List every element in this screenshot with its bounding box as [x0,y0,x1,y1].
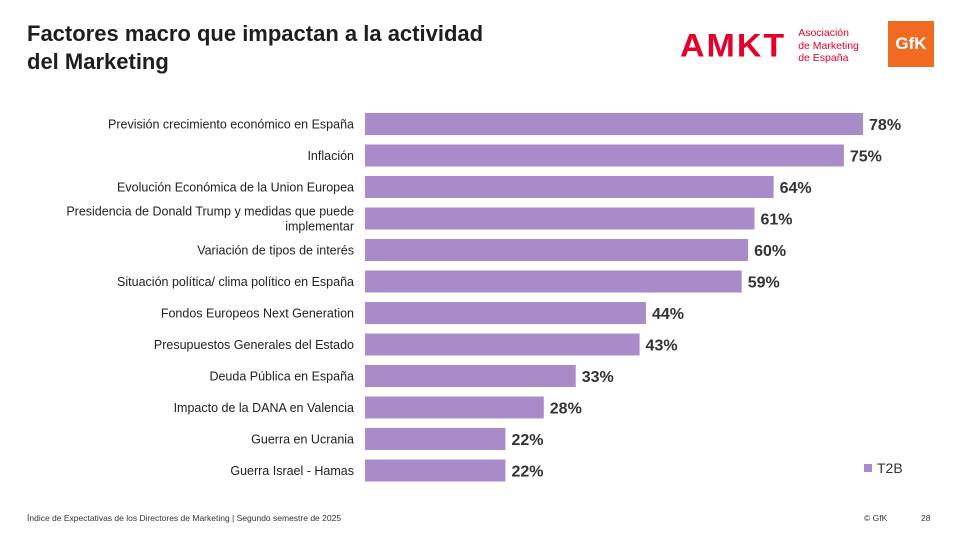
category-label: Impacto de la DANA en Valencia [174,401,354,415]
category-label: Presupuestos Generales del Estado [154,338,354,352]
bar [365,270,742,293]
category-label: Deuda Pública en España [209,370,354,384]
bar [365,333,640,356]
data-label: 43% [646,338,678,355]
amkt-logo-wordmark: AMKT [680,27,787,65]
data-label: 22% [511,432,543,449]
footer-text: Índice de Expectativas de los Directores… [27,513,342,523]
amkt-logo-line-2: de Marketing [798,39,859,52]
category-label: Guerra en Ucrania [251,433,354,447]
bar [365,144,844,167]
bar-chart: Previsión crecimiento económico en Españ… [66,113,901,482]
data-label: 61% [760,212,792,229]
bar [365,113,864,135]
data-label: 78% [869,117,901,134]
category-label: Previsión crecimiento económico en Españ… [108,118,354,132]
amkt-logo-subtitle: Asociación de Marketing de España [798,27,859,65]
bar [365,176,774,198]
bar [365,428,506,450]
copyright-text: © GfK [864,513,888,523]
data-label: 60% [754,243,786,260]
chart-legend: T2B [864,460,903,476]
amkt-logo-line-3: de España [798,52,849,65]
category-label: Variación de tipos de interés [197,244,354,258]
bar [365,459,506,482]
bar [365,365,576,387]
bar [365,239,749,261]
page-title: Factores macro que impactan a la activid… [27,21,484,74]
legend-swatch [864,464,872,472]
data-label: 33% [582,369,614,386]
legend-label: T2B [877,460,903,476]
bar [365,207,755,230]
amkt-logo: AMKT Asociación de Marketing de España [680,26,859,66]
category-label: Evolución Económica de la Union Europea [117,181,354,195]
data-label: 64% [780,180,812,197]
gfk-logo: GfK [888,21,934,67]
data-label: 44% [652,306,684,323]
data-label: 59% [748,275,780,292]
category-label: Situación política/ clima político en Es… [117,275,354,289]
category-label: Guerra Israel - Hamas [230,464,354,478]
data-label: 28% [550,401,582,418]
bar [365,396,544,419]
data-label: 22% [511,464,543,481]
data-label: 75% [850,149,882,166]
category-label: Inflación [307,149,354,163]
category-label: Presidencia de Donald Trump y medidas qu… [66,205,354,234]
page-number: 28 [921,513,931,523]
amkt-logo-line-1: Asociación [798,27,849,40]
category-label: Fondos Europeos Next Generation [161,307,354,321]
bar [365,302,646,324]
